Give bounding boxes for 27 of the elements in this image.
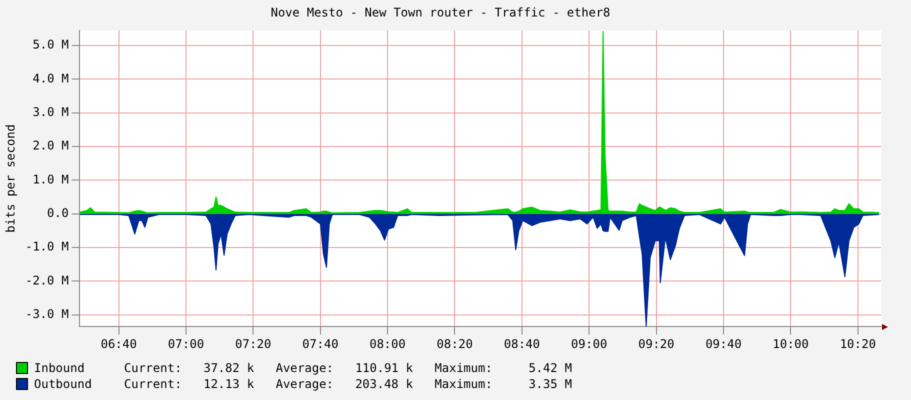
x-tick-label: 07:00	[168, 336, 204, 351]
y-tick-label: -1.0 M	[25, 240, 69, 254]
x-tick-label: 09:40	[705, 336, 742, 351]
x-tick-label: 08:00	[369, 336, 406, 351]
y-tick-label: -2.0 M	[25, 273, 69, 288]
x-tick-label: 09:20	[638, 336, 674, 351]
legend-label: Outbound	[34, 377, 93, 391]
y-tick-label: 3.0 M	[32, 104, 69, 119]
y-tick-label: 2.0 M	[32, 138, 69, 153]
x-tick-label: 10:00	[772, 336, 809, 351]
x-tick-label: 08:20	[436, 336, 473, 351]
x-tick-label: 07:20	[235, 336, 272, 351]
x-tick-label: 06:40	[100, 336, 137, 351]
y-tick-label: 5.0 M	[32, 38, 69, 52]
x-tick-label: 08:40	[504, 336, 540, 351]
chart-title: Nove Mesto - New Town router - Traffic - ether8	[270, 5, 610, 20]
x-tick-label: 10:20	[840, 336, 876, 351]
y-tick-label: -3.0 M	[25, 306, 69, 321]
text: Current: 12.13 k Average: 203.48 k Maximum: 3.35 M	[124, 377, 572, 391]
y-tick-label: 1.0 M	[32, 172, 69, 186]
y-tick-label: 4.0 M	[32, 71, 69, 86]
y-axis-title: bits per second	[3, 124, 18, 233]
x-tick-label: 09:00	[571, 336, 608, 351]
legend-label: Inbound	[34, 361, 86, 375]
text: Current: 37.82 k Average: 110.91 k Maximum: 5.42 M	[124, 361, 572, 375]
x-tick-label: 07:40	[302, 336, 338, 351]
y-tick-label: 0.0	[47, 206, 69, 220]
